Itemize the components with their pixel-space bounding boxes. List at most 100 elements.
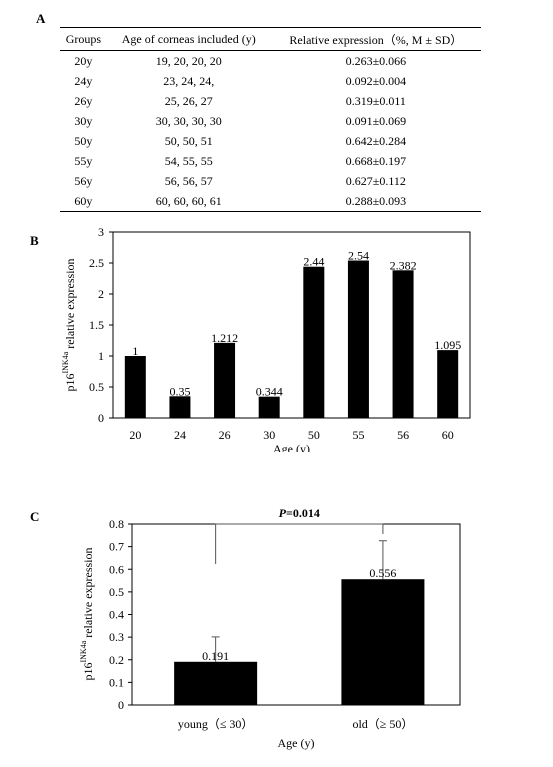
data-label: 0.35 xyxy=(169,384,190,398)
y-label-prefix: p16 xyxy=(81,663,95,681)
bar xyxy=(174,661,258,705)
data-label: 0.556 xyxy=(369,566,396,580)
bar xyxy=(392,270,414,418)
table-header-row: Groups Age of corneas included (y) Relat… xyxy=(60,27,481,51)
p-symbol: P xyxy=(279,506,287,520)
bar xyxy=(169,396,191,418)
y-tick-label: 0.5 xyxy=(89,380,104,394)
table-row: 26y 25, 26, 27 0.319±0.011 xyxy=(60,91,481,111)
column-header: Age of corneas included (y) xyxy=(106,27,271,51)
table-cell: 60y xyxy=(60,191,107,212)
table-cell: 30y xyxy=(74,113,93,128)
y-tick-label: 0 xyxy=(118,698,124,712)
y-label-superscript: INK4a xyxy=(79,640,88,662)
data-label: 0.344 xyxy=(256,385,283,399)
data-label: 0.191 xyxy=(202,649,229,663)
bar xyxy=(347,260,369,418)
table-cell: 25, 26, 27 xyxy=(164,93,213,108)
x-tick-label: young（≤ 30） xyxy=(178,717,254,731)
y-tick-label: 0.7 xyxy=(109,540,124,554)
y-tick-label: 0.1 xyxy=(109,675,124,689)
y-axis-label: p16INK4a relative expression xyxy=(79,547,95,680)
x-tick-label: 20 xyxy=(129,428,141,442)
table-cell: 55y xyxy=(74,153,93,168)
p-value: =0.014 xyxy=(286,506,320,520)
y-tick-label: 2 xyxy=(98,287,104,301)
column-header: Relative expression（%, M ± SD） xyxy=(270,27,481,51)
y-tick-label: 0.5 xyxy=(109,585,124,599)
x-tick-label: 26 xyxy=(219,428,231,442)
panel-label-a: A xyxy=(36,11,46,26)
data-label: 1.095 xyxy=(434,338,461,352)
table-cell: 26y xyxy=(74,93,93,108)
y-label-superscript: INK4a xyxy=(61,351,70,373)
table-cell: 50y xyxy=(74,133,93,148)
y-tick-label: 0.2 xyxy=(109,653,124,667)
y-tick-label: 3 xyxy=(98,225,104,239)
y-label-suffix: relative expression xyxy=(81,547,95,640)
table-cell: 19, 20, 20, 20 xyxy=(155,53,222,68)
y-label-suffix: relative expression xyxy=(63,258,77,351)
table-row: 50y 50, 50, 51 0.642±0.284 xyxy=(60,131,481,151)
x-tick-label: 56 xyxy=(397,428,409,442)
table-cell: 50, 50, 51 xyxy=(164,133,213,148)
table-cell: 24y xyxy=(74,73,93,88)
x-axis-label: Age (y) xyxy=(278,736,315,750)
table-cell: 20y xyxy=(74,53,93,68)
expression-table: Groups Age of corneas included (y) Relat… xyxy=(60,27,481,212)
bar xyxy=(258,396,280,418)
bar xyxy=(341,579,425,705)
table-cell: 56y xyxy=(74,173,93,188)
table-cell: 54, 55, 55 xyxy=(164,153,213,168)
bar xyxy=(214,342,236,418)
x-tick-label: 60 xyxy=(442,428,454,442)
age-group-bar-chart: 0 0.5 1 1.5 2 2.5 3 1 20 0.35 24 1.212 26 0.344 30 2.44… xyxy=(61,225,471,452)
panel-label-c: C xyxy=(30,509,40,524)
bar xyxy=(437,350,459,418)
p-value-label: P=0.014 xyxy=(279,506,320,520)
x-tick-label: 50 xyxy=(308,428,320,442)
y-tick-label: 0 xyxy=(98,411,104,425)
table-cell: 0.642±0.284 xyxy=(345,133,407,148)
x-tick-label: 55 xyxy=(352,428,364,442)
significance-bracket xyxy=(215,523,384,564)
table-cell: 0.319±0.011 xyxy=(345,93,406,108)
x-tick-label: 24 xyxy=(174,428,186,442)
data-label: 1 xyxy=(132,344,138,358)
data-label: 2.44 xyxy=(303,255,324,269)
y-label-prefix: p16 xyxy=(63,374,77,392)
y-tick-label: 0.6 xyxy=(109,562,124,576)
y-tick-label: 0.8 xyxy=(109,517,124,531)
table-cell: 23, 24, 24, xyxy=(163,73,215,88)
bar xyxy=(303,266,325,418)
table-row: 60y 60, 60, 60, 61 0.288±0.093 xyxy=(60,191,481,212)
y-tick-label: 1.5 xyxy=(89,318,104,332)
table-cell: 0.288±0.093 xyxy=(270,191,481,212)
table-row: 56y 56, 56, 57 0.627±0.112 xyxy=(60,171,481,191)
y-tick-label: 1 xyxy=(98,349,104,363)
table-row: 20y 19, 20, 20, 20 0.263±0.066 xyxy=(60,51,481,72)
table-cell: 0.263±0.066 xyxy=(345,53,407,68)
x-tick-label: old（≥ 50） xyxy=(352,717,413,731)
bar xyxy=(124,356,146,418)
table-cell: 60, 60, 60, 61 xyxy=(106,191,271,212)
table-cell: 0.091±0.069 xyxy=(345,113,407,128)
y-tick-label: 2.5 xyxy=(89,256,104,270)
y-tick-label: 0.4 xyxy=(109,608,124,622)
column-header: Groups xyxy=(60,27,107,51)
x-axis-label: Age (y) xyxy=(273,442,310,452)
young-old-bar-chart: 0 0.1 0.2 0.3 0.4 0.5 0.6 0.7 0.8 0.191 young（≤ 30… xyxy=(79,506,461,750)
table-cell: 56, 56, 57 xyxy=(164,173,213,188)
x-tick-label: 30 xyxy=(263,428,275,442)
table-cell: 0.668±0.197 xyxy=(345,153,407,168)
table-row: 24y 23, 24, 24, 0.092±0.004 xyxy=(60,71,481,91)
table-row: 55y 54, 55, 55 0.668±0.197 xyxy=(60,151,481,171)
y-tick-label: 0.3 xyxy=(109,630,124,644)
data-label: 2.54 xyxy=(348,249,369,263)
table-cell: 0.627±0.112 xyxy=(345,173,406,188)
table-cell: 0.092±0.004 xyxy=(345,73,407,88)
data-label: 2.382 xyxy=(390,258,417,272)
y-axis-label: p16INK4a relative expression xyxy=(61,258,77,391)
data-label: 1.212 xyxy=(211,331,238,345)
panel-label-b: B xyxy=(30,233,39,248)
